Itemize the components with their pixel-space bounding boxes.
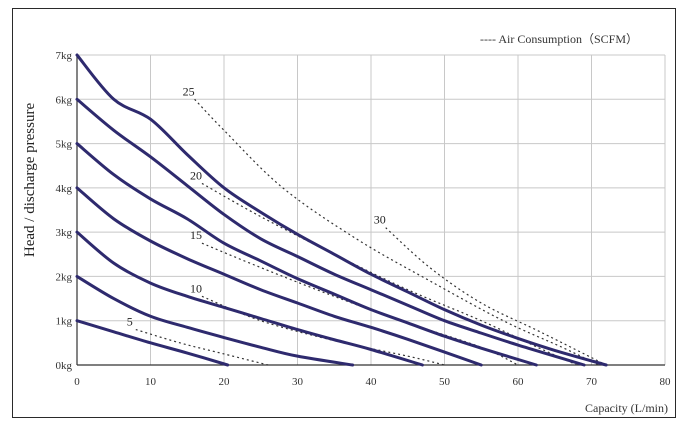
pressure-curve xyxy=(75,319,230,367)
y-tick-label: 4kg xyxy=(56,183,73,195)
grid xyxy=(77,54,666,365)
air-consumption-label: 20 xyxy=(190,168,202,182)
air-consumption-line xyxy=(135,328,269,366)
x-tick-label: 40 xyxy=(366,376,378,388)
x-tick-label: 60 xyxy=(513,376,525,388)
y-tick-label: 1kg xyxy=(56,316,73,328)
x-tick-label: 10 xyxy=(145,376,157,388)
legend-label: ---- Air Consumption（SCFM） xyxy=(480,32,638,46)
pressure-curve xyxy=(75,97,586,367)
y-tick-label: 2kg xyxy=(56,271,73,283)
pressure-curve xyxy=(75,186,483,367)
air-consumption-label: 10 xyxy=(190,281,202,295)
air-consumption-label: 25 xyxy=(183,84,195,98)
air-consumption-label: 15 xyxy=(190,228,202,242)
tick-labels: 0 10 20 30 40 50 60 70 80 0kg 1kg 2kg 3kg 4kg 5kg 6kg 7k… xyxy=(56,50,672,388)
air-consumption-label: 30 xyxy=(374,213,386,227)
x-tick-label: 20 xyxy=(219,376,231,388)
pressure-curve xyxy=(75,142,538,367)
x-tick-label: 70 xyxy=(586,376,598,388)
pressure-curve xyxy=(75,274,355,367)
air-consumption-labels: 5 10 15 20 25 30 xyxy=(127,84,386,328)
y-tick-label: 7kg xyxy=(56,50,73,62)
y-tick-label: 0kg xyxy=(56,360,73,372)
pressure-curve xyxy=(75,53,608,367)
x-tick-label: 80 xyxy=(660,376,672,388)
x-axis-title: Capacity (L/min) xyxy=(585,401,668,415)
x-tick-label: 30 xyxy=(292,376,304,388)
x-tick-label: 50 xyxy=(439,376,451,388)
pressure-curve xyxy=(75,230,424,367)
y-tick-label: 5kg xyxy=(56,139,73,151)
y-axis-title: Head / discharge pressure xyxy=(22,103,38,258)
air-consumption-label: 5 xyxy=(127,315,133,329)
axes xyxy=(76,55,665,366)
y-tick-label: 6kg xyxy=(56,94,73,106)
y-tick-label: 3kg xyxy=(56,227,73,239)
x-tick-label: 0 xyxy=(74,376,80,388)
chart-frame xyxy=(12,8,676,418)
pressure-curves xyxy=(75,53,608,367)
